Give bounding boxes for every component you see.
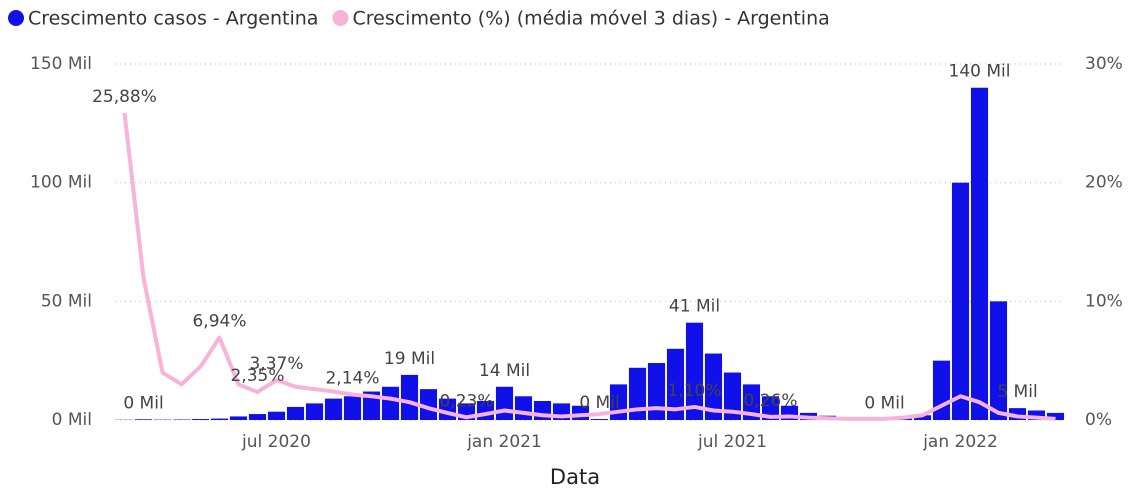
bar [267,411,286,420]
data-label: 140 Mil [949,62,1011,82]
bar [647,363,666,420]
line [122,112,1056,421]
x-tick-label: jul 2021 [697,432,767,452]
bar [400,374,419,420]
y2-tick-label: 10% [1085,291,1123,311]
y2-tick-label: 30% [1085,54,1123,74]
bar [419,389,438,420]
bar [951,182,970,420]
x-axis-title: Data [550,465,600,489]
bar [761,396,780,420]
data-label: 6,94% [192,312,246,332]
bar [495,386,514,420]
bar [343,396,362,420]
bar [704,353,723,420]
bar [134,419,153,420]
data-label: 3,37% [249,354,303,374]
bar [381,386,400,420]
bar [970,87,989,420]
bar [1046,412,1065,420]
x-tick-label: jan 2022 [922,432,998,452]
bar [932,360,951,420]
bar [229,416,248,420]
bar [685,322,704,420]
data-label: 0,26% [743,391,797,411]
bar [913,415,932,420]
x-tick-label: jan 2021 [466,432,542,452]
legend-marker [332,10,349,26]
bar [286,406,305,420]
legend-label: Crescimento (%) (média móvel 3 dias) - A… [352,8,829,30]
bar [723,372,742,420]
bar [1027,410,1046,420]
bar [989,301,1008,420]
y2-tick-label: 0% [1085,410,1112,430]
x-tick-label: jul 2020 [241,432,311,452]
y-tick-label: 150 Mil [30,54,92,74]
bar [628,367,647,420]
data-label: 2,35% [230,366,284,386]
bar [590,419,609,420]
y-tick-label: 0 Mil [52,410,92,430]
y-tick-label: 100 Mil [30,173,92,193]
data-label: 5 Mil [997,382,1037,402]
bar [514,396,533,420]
bar [742,384,761,420]
data-label: 0,23% [439,391,493,411]
data-label: 2,14% [325,369,379,389]
data-label: 0 Mil [579,393,619,413]
data-label: 1,10% [667,381,721,401]
bar [305,403,324,420]
y2-tick-label: 20% [1085,173,1123,193]
bar [1008,408,1027,420]
y-tick-label: 50 Mil [41,291,92,311]
bar [210,418,229,420]
data-label: 41 Mil [669,297,720,317]
bar [666,348,685,420]
data-label: 14 Mil [479,361,530,381]
data-label: 0 Mil [864,393,904,413]
bar [248,414,267,420]
bar [191,419,210,420]
data-label: 25,88% [92,87,157,107]
legend-label: Crescimento casos - Argentina [28,8,318,30]
legend-marker [8,10,24,26]
data-label: 19 Mil [384,349,435,369]
bar [324,398,343,420]
data-label: 0 Mil [123,393,163,413]
